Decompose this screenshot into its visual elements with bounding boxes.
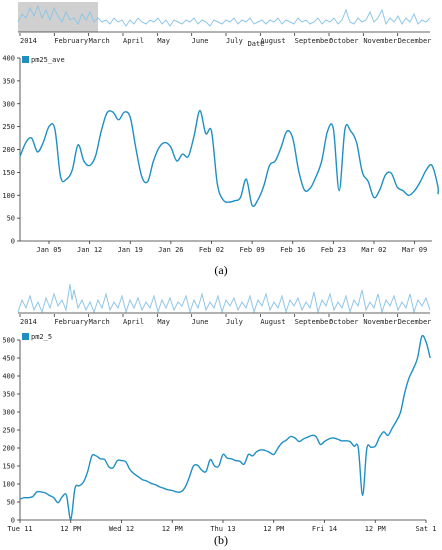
y-tick-label: 450 — [2, 355, 15, 363]
legend-label-b: pm2_5 — [31, 333, 52, 341]
x-tick-label: Wed 12 — [109, 525, 134, 533]
legend-swatch-b — [22, 333, 29, 340]
series-line — [19, 334, 431, 521]
x-tick-label: Mar 09 — [402, 246, 427, 254]
y-tick-label: 0 — [11, 238, 15, 246]
legend-label-a: pm25_ave — [31, 56, 65, 64]
plot-area-a: 0 50 100 150 200 250 300 350 400 Jan 05 Jan 12 Jan … — [2, 55, 440, 254]
y-tick-label: 100 — [2, 481, 15, 489]
y-tick-label: 500 — [2, 337, 15, 345]
x-tick-label: Feb 16 — [280, 246, 305, 254]
x-tick-label: Jan 05 — [36, 246, 61, 254]
legend-swatch-a — [22, 56, 29, 63]
y-tick-label: 300 — [2, 409, 15, 417]
y-tick-label: 400 — [2, 373, 15, 381]
context-tick-label: June — [192, 318, 209, 326]
y-tick-label: 50 — [7, 215, 15, 223]
y-tick-label: 350 — [2, 391, 15, 399]
context-tick-label: May — [157, 318, 170, 326]
x-tick-label: Feb 23 — [321, 246, 346, 254]
context-tick-label: February — [54, 37, 88, 45]
context-tick-label: October — [329, 318, 359, 326]
x-tick-label: 12 PM — [263, 525, 284, 533]
x-tick-label: Jan 12 — [77, 246, 102, 254]
context-tick-label: October — [329, 37, 359, 45]
y-tick-label: 350 — [2, 77, 15, 85]
context-line-b — [17, 283, 431, 314]
context-tick-label: June — [192, 37, 209, 45]
x-tick-label: Fri 14 — [312, 525, 337, 533]
context-chart-b[interactable]: 2014 February March April May June July August S… — [17, 283, 432, 326]
x-tick-label: Jan 26 — [158, 246, 183, 254]
context-chart-a[interactable]: 2014 February March April May June July August S… — [17, 2, 432, 48]
context-tick-label: August — [260, 37, 285, 45]
y-tick-label: 50 — [7, 499, 15, 507]
plot-area-b: 0 50 100 150 200 250 300 350 400 450 500 Tue 11 12 P… — [2, 334, 437, 533]
x-tick-label: Mar 02 — [361, 246, 386, 254]
caption-b: (b) — [214, 533, 228, 547]
x-tick-label: Tue 11 — [7, 525, 32, 533]
y-tick-label: 400 — [2, 55, 15, 63]
caption-a: (a) — [214, 263, 227, 277]
context-tick-label: 2014 — [20, 318, 37, 326]
context-tick-label: April — [123, 318, 144, 326]
context-tick-label: March — [89, 318, 110, 326]
x-tick-label: Feb 02 — [199, 246, 224, 254]
y-tick-label: 200 — [2, 146, 15, 154]
context-tick-labels-b: 2014 February March April May June July August S… — [19, 314, 432, 326]
x-tick-label: 12 PM — [162, 525, 183, 533]
y-tick-label: 200 — [2, 445, 15, 453]
x-tick-label: Sat 1 — [415, 525, 436, 533]
context-tick-label: May — [157, 37, 170, 45]
context-tick-label: September — [295, 37, 333, 45]
context-tick-label: December — [398, 318, 432, 326]
legend-a: pm25_ave — [22, 56, 65, 64]
y-tick-label: 0 — [11, 517, 15, 525]
context-tick-label: December — [398, 37, 432, 45]
y-tick-label: 300 — [2, 100, 15, 108]
x-tick-label: 12 PM — [365, 525, 386, 533]
context-tick-labels-a: 2014 February March April May June July August S… — [19, 33, 432, 45]
panel-b: 2014 February March April May June July August S… — [2, 283, 437, 547]
x-tick-label: 12 PM — [60, 525, 81, 533]
legend-b: pm2_5 — [22, 333, 52, 341]
context-tick-label: July — [226, 37, 243, 45]
context-line-a — [17, 4, 431, 27]
context-tick-label: July — [226, 318, 243, 326]
panel-a: 2014 February March April May June July August S… — [2, 2, 440, 277]
y-tick-label: 100 — [2, 192, 15, 200]
context-axis-label: Date — [248, 40, 265, 48]
context-tick-label: November — [363, 318, 397, 326]
context-tick-label: April — [123, 37, 144, 45]
y-tick-label: 150 — [2, 169, 15, 177]
y-tick-label: 250 — [2, 427, 15, 435]
x-tick-label: Jan 19 — [118, 246, 143, 254]
x-tick-label: Thu 13 — [210, 525, 235, 533]
context-tick-label: November — [363, 37, 397, 45]
context-tick-label: February — [54, 318, 88, 326]
y-tick-label: 250 — [2, 123, 15, 131]
series-line — [19, 109, 440, 208]
context-brush-selection[interactable] — [18, 2, 98, 32]
context-tick-label: 2014 — [20, 37, 37, 45]
x-tick-label: Feb 09 — [239, 246, 264, 254]
y-tick-label: 150 — [2, 463, 15, 471]
context-tick-label: August — [260, 318, 285, 326]
context-tick-label: March — [89, 37, 110, 45]
context-tick-label: September — [295, 318, 333, 326]
